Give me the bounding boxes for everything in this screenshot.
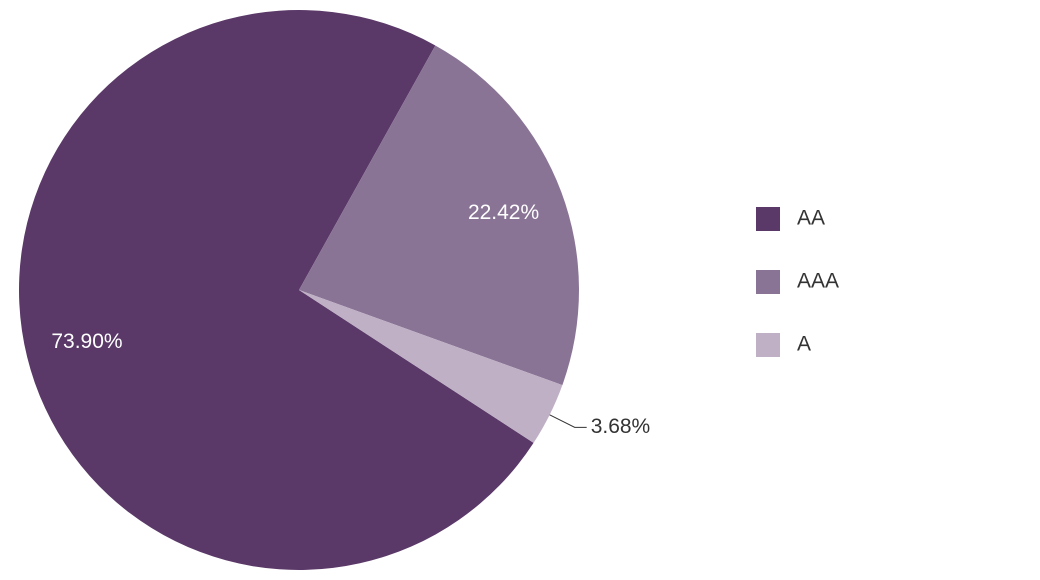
legend-label: A: [797, 333, 811, 356]
pie-slice: [18, 9, 534, 571]
slice-label: 3.68%: [591, 415, 651, 438]
slice-label: 22.42%: [468, 201, 539, 224]
slice-label: 73.90%: [51, 330, 122, 353]
legend-swatch: [756, 270, 780, 294]
pie-slice: [299, 290, 563, 443]
legend-swatch: [756, 207, 780, 231]
leader-line: [549, 414, 587, 428]
legend-label: AAA: [797, 270, 839, 293]
legend-label: AA: [797, 207, 825, 230]
legend-swatch: [756, 333, 780, 357]
pie-slice: [299, 45, 579, 386]
